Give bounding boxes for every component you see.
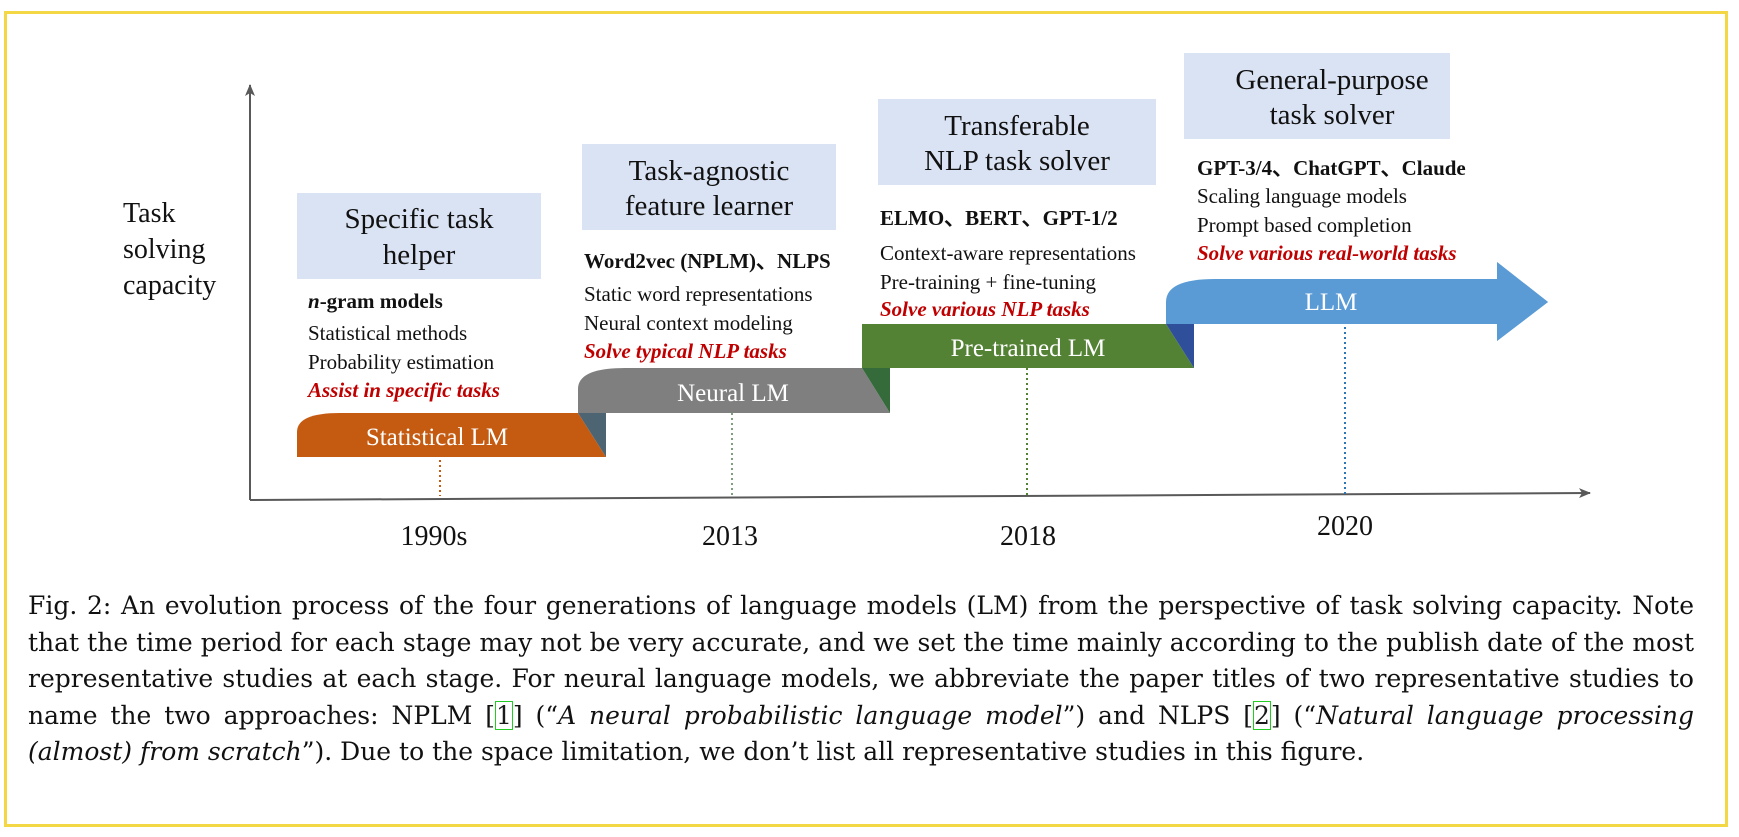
year-label-2013: 2013	[702, 521, 758, 552]
feature-line-1: Static word representations	[584, 282, 813, 306]
goal-text: Solve various NLP tasks	[880, 297, 1090, 321]
goal-text: Solve various real-world tasks	[1197, 241, 1457, 265]
y-axis-label-line-2: solving	[123, 234, 205, 265]
cited-title-2: Natural language processing (almost) fro…	[28, 700, 1695, 767]
year-label-1990s: 1990s	[401, 521, 468, 552]
stage-bar-label: Statistical LM	[366, 424, 508, 451]
models-list: ELMO、BERT、GPT-1/2	[880, 206, 1118, 230]
models-list: GPT-3/4、ChatGPT、Claude	[1197, 156, 1466, 180]
stage-block-pretrained: Transferable NLP task solver ELMO、BERT、G…	[878, 99, 1156, 321]
role-title-line-2: helper	[383, 239, 456, 271]
feature-line-2: Pre-training + fine-tuning	[880, 270, 1096, 294]
role-title-line-1: Specific task	[345, 203, 494, 235]
role-title-line-2: NLP task solver	[924, 145, 1110, 177]
y-axis-label: Task solving capacity	[123, 198, 216, 301]
figure-caption: Fig. 2: An evolution process of the four…	[28, 588, 1694, 771]
cited-title-1: A neural probabilistic language model	[558, 700, 1063, 730]
role-title-line-1: General-purpose	[1235, 64, 1428, 96]
stage-bar-pretrained-lm: Pre-trained LM	[862, 324, 1194, 368]
role-title-line-1: Task-agnostic	[629, 155, 790, 187]
feature-line-2: Prompt based completion	[1197, 213, 1412, 237]
role-title-line-2: feature learner	[625, 190, 794, 222]
goal-text: Solve typical NLP tasks	[584, 339, 787, 363]
year-label-2018: 2018	[1000, 521, 1056, 552]
x-axis	[249, 488, 1591, 501]
stage-block-statistical: Specific task helper n-gram models Stati…	[297, 193, 541, 402]
role-title-box	[582, 144, 836, 230]
caption-text-4: ] (“	[1270, 700, 1317, 730]
caption-text-2: ] (“	[512, 700, 559, 730]
feature-line-1: Statistical methods	[308, 321, 467, 345]
stage-block-neural: Task-agnostic feature learner Word2vec (…	[582, 144, 836, 363]
role-title-line-1: Transferable	[944, 110, 1090, 142]
evolution-diagram: Task solving capacity 1990s 2013 2018 20…	[123, 53, 1591, 552]
role-title-box	[297, 193, 541, 279]
role-title-box	[878, 99, 1156, 185]
models-list: Word2vec (NPLM)、NLPS	[584, 249, 831, 273]
stage-block-llm: General-purpose task solver GPT-3/4、Chat…	[1184, 53, 1466, 265]
goal-text: Assist in specific tasks	[306, 378, 500, 402]
feature-line-2: Neural context modeling	[584, 311, 793, 335]
stage-bar-neural-lm: Neural LM	[578, 368, 890, 413]
caption-text-5: ”). Due to the space limitation, we don’…	[301, 737, 1365, 766]
stage-bar-label: Neural LM	[677, 380, 789, 407]
role-title-line-2: task solver	[1270, 99, 1395, 131]
figure-frame	[4, 11, 1728, 827]
feature-line-1: Context-aware representations	[880, 241, 1136, 265]
stage-bar-llm: LLM	[1166, 262, 1548, 341]
feature-line-2: Probability estimation	[308, 350, 495, 374]
citation-link-2[interactable]: 2	[1253, 700, 1271, 730]
models-list: n-gram models	[308, 289, 443, 313]
feature-line-1: Scaling language models	[1197, 184, 1407, 208]
y-axis-label-line-1: Task	[123, 198, 175, 229]
caption-text-3: ”) and NLPS [	[1062, 700, 1254, 730]
role-title-box	[1184, 53, 1450, 139]
y-axis-label-line-3: capacity	[123, 270, 216, 301]
stage-bar-label: Pre-trained LM	[951, 335, 1106, 362]
stage-bar-label: LLM	[1305, 289, 1358, 316]
citation-link-1[interactable]: 1	[494, 700, 513, 730]
stage-bar-statistical-lm: Statistical LM	[297, 413, 606, 457]
year-label-2020: 2020	[1317, 511, 1373, 542]
caption-text-1: Fig. 2: An evolution process of the four…	[28, 591, 1694, 730]
